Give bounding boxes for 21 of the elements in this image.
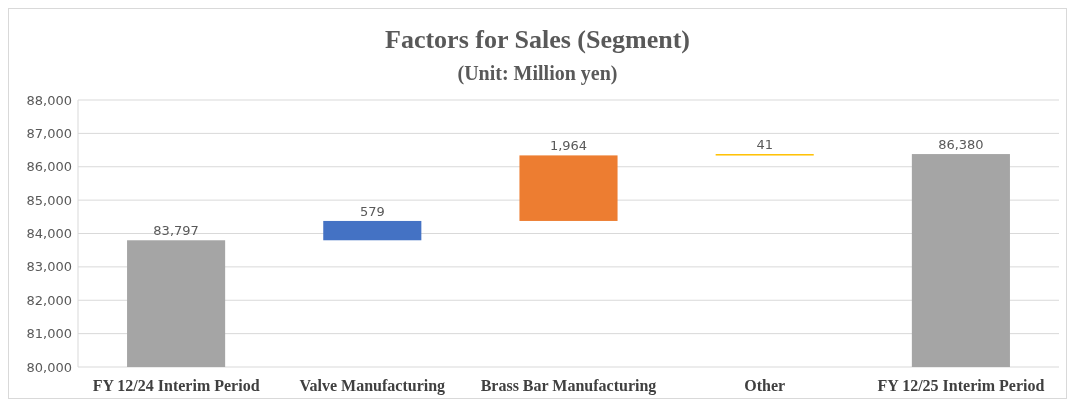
y-tick-label: 84,000: [26, 226, 72, 242]
y-tick-label: 82,000: [26, 292, 72, 308]
x-tick-label: Valve Manufacturing: [299, 377, 446, 395]
data-label: 41: [756, 137, 773, 153]
y-tick-label: 88,000: [26, 92, 72, 108]
y-tick-label: 80,000: [26, 359, 72, 375]
x-tick-label: Brass Bar Manufacturing: [480, 377, 657, 395]
x-tick-label: Other: [744, 377, 786, 394]
y-tick-label: 81,000: [26, 326, 72, 342]
data-label: 579: [359, 203, 385, 219]
y-tick-label: 85,000: [26, 192, 72, 208]
y-tick-label: 86,000: [26, 159, 72, 175]
x-tick-label: FY 12/25 Interim Period: [877, 377, 1045, 394]
chart-title: Factors for Sales (Segment): [385, 25, 690, 54]
y-tick-label: 87,000: [26, 125, 72, 141]
data-label: 83,797: [153, 223, 199, 239]
chart-subtitle: (Unit: Million yen): [457, 62, 618, 85]
data-label: 1,964: [549, 138, 588, 154]
y-tick-label: 83,000: [26, 259, 72, 275]
x-tick-label: FY 12/24 Interim Period: [92, 377, 260, 394]
data-label: 86,380: [938, 137, 984, 153]
